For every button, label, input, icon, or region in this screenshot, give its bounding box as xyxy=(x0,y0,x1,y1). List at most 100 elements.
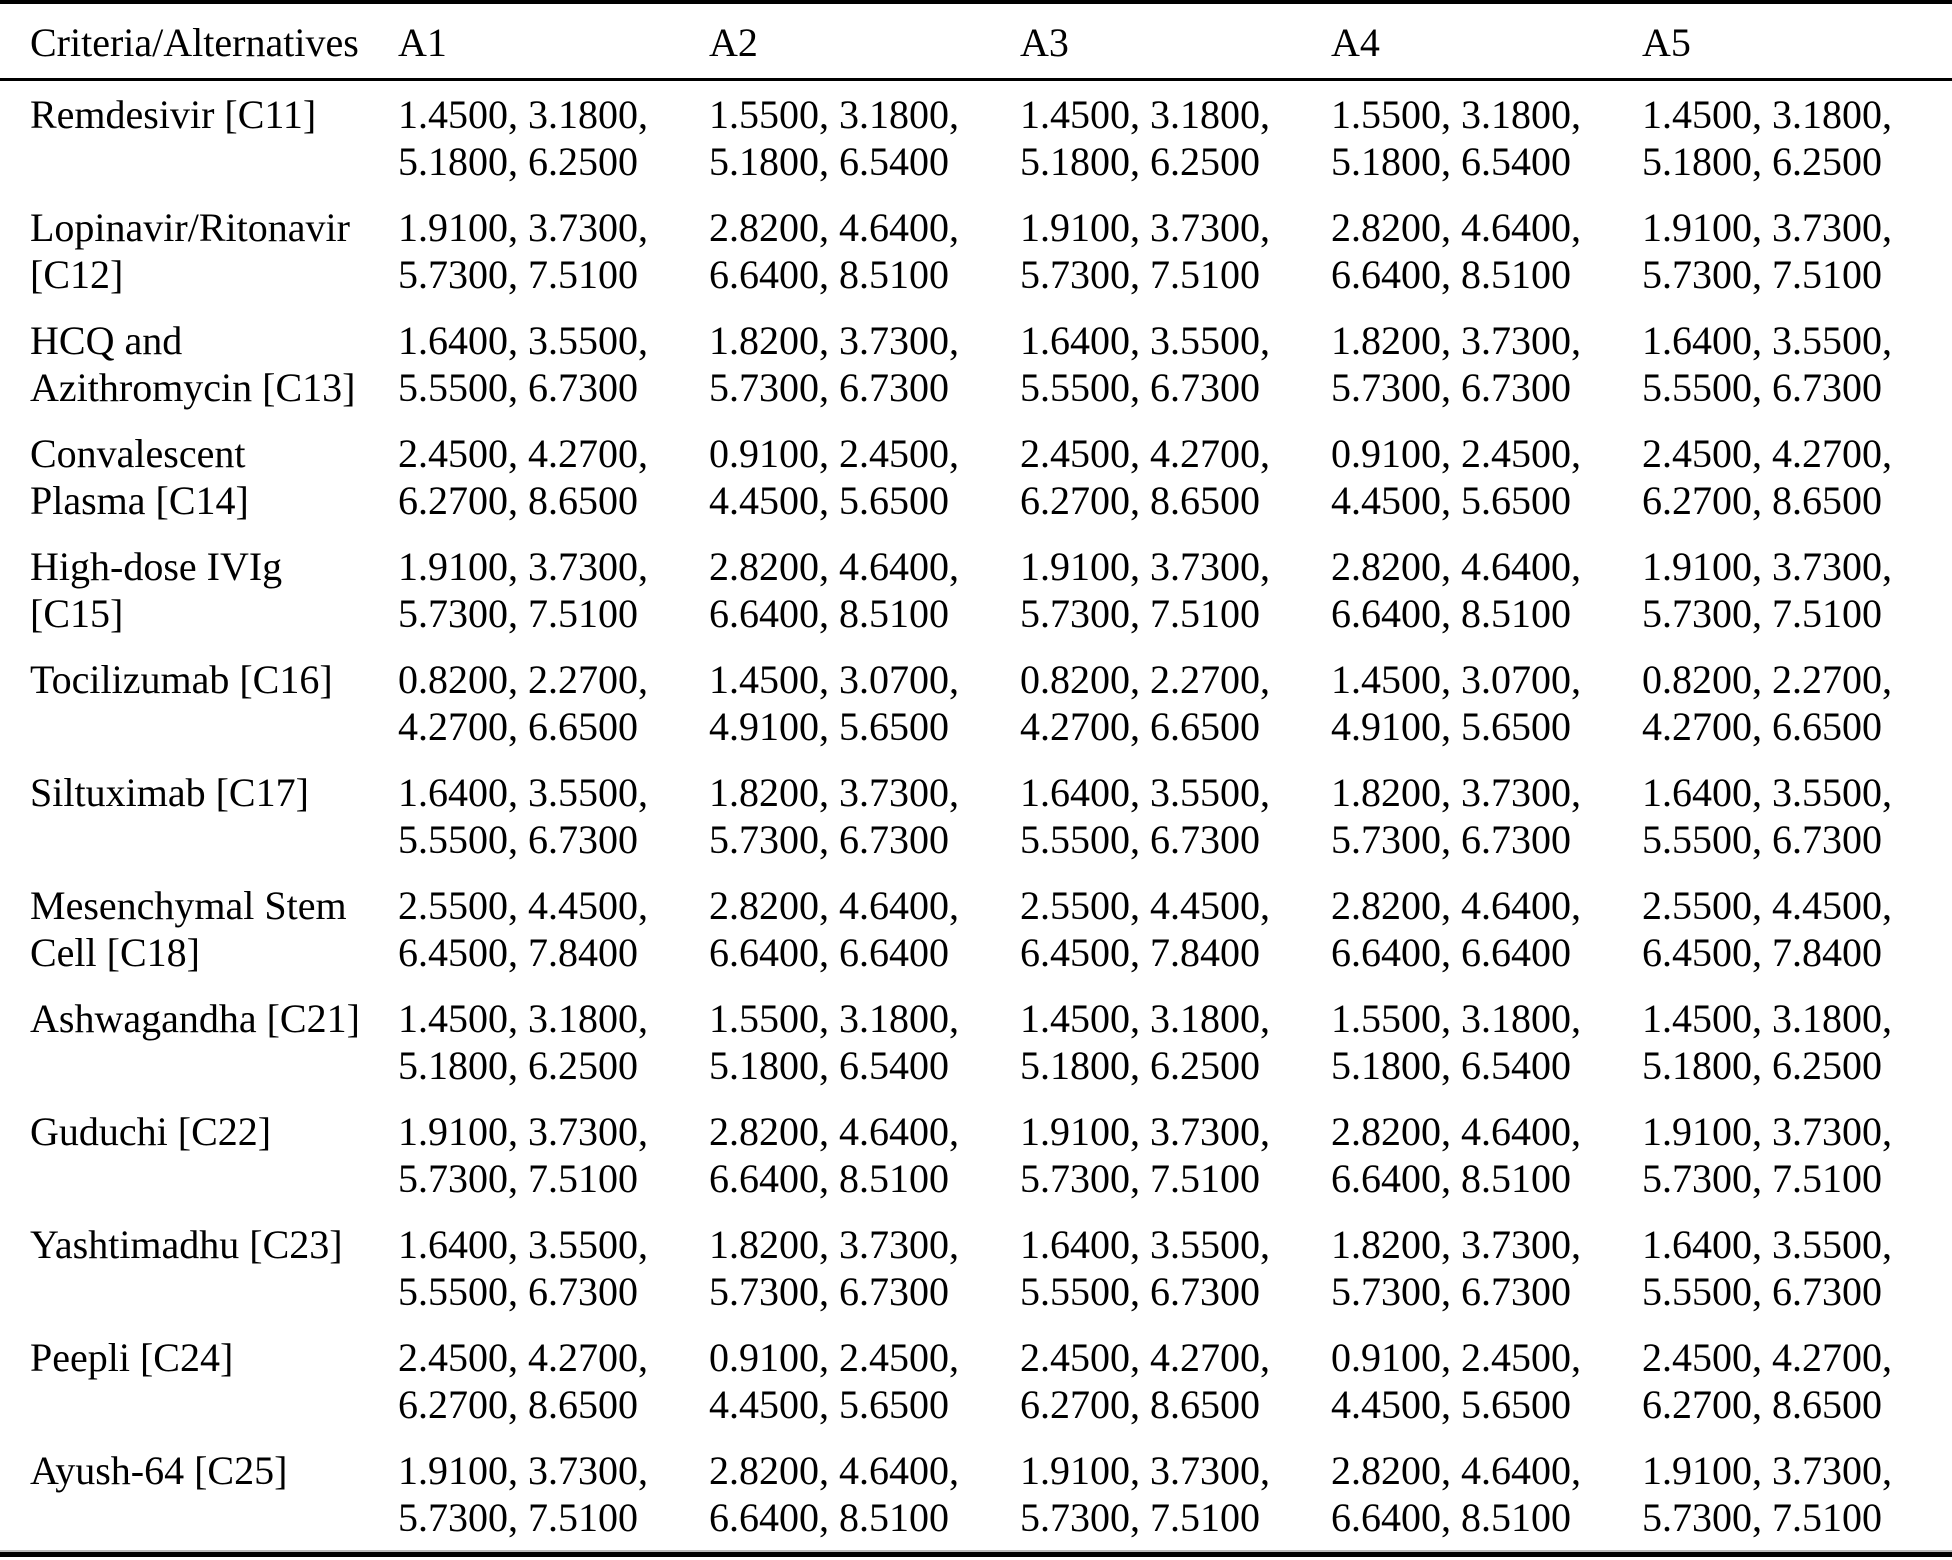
cell-a3: 2.4500, 4.2700, 6.2700, 8.6500 xyxy=(1020,431,1270,523)
bottom-rule-gray xyxy=(0,1550,1952,1552)
cell-a4: 1.4500, 3.0700, 4.9100, 5.6500 xyxy=(1331,657,1581,749)
cell-a3: 1.6400, 3.5500, 5.5500, 6.7300 xyxy=(1020,770,1270,862)
table-row: Siltuximab [C17] 1.6400, 3.5500, 5.5500, … xyxy=(0,759,1952,872)
criterion-label: Mesenchymal Stem Cell [C18] xyxy=(30,883,347,975)
table-row: Remdesivir [C11] 1.4500, 3.1800, 5.1800, … xyxy=(0,80,1952,195)
cell-a5: 2.4500, 4.2700, 6.2700, 8.6500 xyxy=(1642,431,1892,523)
cell-a4: 2.8200, 4.6400, 6.6400, 8.5100 xyxy=(1331,544,1581,636)
table-row: Peepli [C24] 2.4500, 4.2700, 6.2700, 8.65… xyxy=(0,1324,1952,1437)
cell-a5: 1.6400, 3.5500, 5.5500, 6.7300 xyxy=(1642,770,1892,862)
cell-a2: 0.9100, 2.4500, 4.4500, 5.6500 xyxy=(709,431,959,523)
cell-a5: 1.9100, 3.7300, 5.7300, 7.5100 xyxy=(1642,205,1892,297)
criterion-label: Ashwagandha [C21] xyxy=(30,996,360,1041)
cell-a4: 1.5500, 3.1800, 5.1800, 6.5400 xyxy=(1331,92,1581,184)
criterion-label: Tocilizumab [C16] xyxy=(30,657,333,702)
table-row: High-dose IVIg [C15] 1.9100, 3.7300, 5.730… xyxy=(0,533,1952,646)
cell-a5: 1.4500, 3.1800, 5.1800, 6.2500 xyxy=(1642,996,1892,1088)
cell-a4: 2.8200, 4.6400, 6.6400, 6.6400 xyxy=(1331,883,1581,975)
cell-a4: 1.8200, 3.7300, 5.7300, 6.7300 xyxy=(1331,770,1581,862)
cell-a5: 1.6400, 3.5500, 5.5500, 6.7300 xyxy=(1642,1222,1892,1314)
table-row: Convalescent Plasma [C14] 2.4500, 4.2700,… xyxy=(0,420,1952,533)
cell-a2: 1.8200, 3.7300, 5.7300, 6.7300 xyxy=(709,318,959,410)
cell-a2: 1.5500, 3.1800, 5.1800, 6.5400 xyxy=(709,92,959,184)
header-criteria-alternatives: Criteria/Alternatives xyxy=(0,2,398,81)
table-row: Lopinavir/Ritonavir [C12] 1.9100, 3.7300,… xyxy=(0,194,1952,307)
cell-a3: 2.5500, 4.4500, 6.4500, 7.8400 xyxy=(1020,883,1270,975)
cell-a2: 1.8200, 3.7300, 5.7300, 6.7300 xyxy=(709,770,959,862)
cell-a2: 2.8200, 4.6400, 6.6400, 6.6400 xyxy=(709,883,959,975)
cell-a4: 1.8200, 3.7300, 5.7300, 6.7300 xyxy=(1331,318,1581,410)
header-a4: A4 xyxy=(1331,2,1642,81)
cell-a2: 2.8200, 4.6400, 6.6400, 8.5100 xyxy=(709,544,959,636)
cell-a3: 1.9100, 3.7300, 5.7300, 7.5100 xyxy=(1020,205,1270,297)
cell-a4: 0.9100, 2.4500, 4.4500, 5.6500 xyxy=(1331,1335,1581,1427)
table-row: Tocilizumab [C16] 0.8200, 2.2700, 4.2700,… xyxy=(0,646,1952,759)
cell-a5: 1.6400, 3.5500, 5.5500, 6.7300 xyxy=(1642,318,1892,410)
cell-a1: 2.4500, 4.2700, 6.2700, 8.6500 xyxy=(398,1335,648,1427)
cell-a1: 1.9100, 3.7300, 5.7300, 7.5100 xyxy=(398,1448,648,1540)
cell-a3: 0.8200, 2.2700, 4.2700, 6.6500 xyxy=(1020,657,1270,749)
bottom-rule-black xyxy=(0,1552,1952,1557)
table-row: HCQ and Azithromycin [C13] 1.6400, 3.5500… xyxy=(0,307,1952,420)
cell-a4: 2.8200, 4.6400, 6.6400, 8.5100 xyxy=(1331,1448,1581,1540)
cell-a3: 1.6400, 3.5500, 5.5500, 6.7300 xyxy=(1020,318,1270,410)
cell-a2: 1.8200, 3.7300, 5.7300, 6.7300 xyxy=(709,1222,959,1314)
criterion-label: HCQ and Azithromycin [C13] xyxy=(30,318,356,410)
cell-a4: 2.8200, 4.6400, 6.6400, 8.5100 xyxy=(1331,1109,1581,1201)
cell-a1: 1.9100, 3.7300, 5.7300, 7.5100 xyxy=(398,1109,648,1201)
cell-a1: 1.9100, 3.7300, 5.7300, 7.5100 xyxy=(398,544,648,636)
criterion-label: Ayush-64 [C25] xyxy=(30,1448,288,1493)
criterion-label: Lopinavir/Ritonavir [C12] xyxy=(30,205,350,297)
cell-a1: 2.4500, 4.2700, 6.2700, 8.6500 xyxy=(398,431,648,523)
cell-a5: 2.5500, 4.4500, 6.4500, 7.8400 xyxy=(1642,883,1892,975)
criterion-label: Convalescent Plasma [C14] xyxy=(30,431,249,523)
table-row: Mesenchymal Stem Cell [C18] 2.5500, 4.450… xyxy=(0,872,1952,985)
cell-a1: 1.6400, 3.5500, 5.5500, 6.7300 xyxy=(398,1222,648,1314)
cell-a1: 1.4500, 3.1800, 5.1800, 6.2500 xyxy=(398,92,648,184)
cell-a2: 2.8200, 4.6400, 6.6400, 8.5100 xyxy=(709,1448,959,1540)
cell-a3: 1.6400, 3.5500, 5.5500, 6.7300 xyxy=(1020,1222,1270,1314)
cell-a5: 1.9100, 3.7300, 5.7300, 7.5100 xyxy=(1642,1109,1892,1201)
criterion-label: Peepli [C24] xyxy=(30,1335,234,1380)
criterion-label: High-dose IVIg [C15] xyxy=(30,544,283,636)
header-a5: A5 xyxy=(1642,2,1952,81)
cell-a1: 1.9100, 3.7300, 5.7300, 7.5100 xyxy=(398,205,648,297)
table-row: Ayush-64 [C25] 1.9100, 3.7300, 5.7300, 7.… xyxy=(0,1437,1952,1550)
header-a1: A1 xyxy=(398,2,709,81)
cell-a3: 1.4500, 3.1800, 5.1800, 6.2500 xyxy=(1020,92,1270,184)
criterion-label: Guduchi [C22] xyxy=(30,1109,272,1154)
criterion-label: Yashtimadhu [C23] xyxy=(30,1222,343,1267)
cell-a4: 1.5500, 3.1800, 5.1800, 6.5400 xyxy=(1331,996,1581,1088)
cell-a3: 1.9100, 3.7300, 5.7300, 7.5100 xyxy=(1020,1109,1270,1201)
cell-a2: 0.9100, 2.4500, 4.4500, 5.6500 xyxy=(709,1335,959,1427)
cell-a2: 2.8200, 4.6400, 6.6400, 8.5100 xyxy=(709,1109,959,1201)
cell-a4: 2.8200, 4.6400, 6.6400, 8.5100 xyxy=(1331,205,1581,297)
cell-a3: 1.4500, 3.1800, 5.1800, 6.2500 xyxy=(1020,996,1270,1088)
cell-a1: 2.5500, 4.4500, 6.4500, 7.8400 xyxy=(398,883,648,975)
cell-a1: 1.6400, 3.5500, 5.5500, 6.7300 xyxy=(398,318,648,410)
cell-a5: 0.8200, 2.2700, 4.2700, 6.6500 xyxy=(1642,657,1892,749)
cell-a1: 1.6400, 3.5500, 5.5500, 6.7300 xyxy=(398,770,648,862)
header-a2: A2 xyxy=(709,2,1020,81)
cell-a5: 1.9100, 3.7300, 5.7300, 7.5100 xyxy=(1642,544,1892,636)
cell-a3: 1.9100, 3.7300, 5.7300, 7.5100 xyxy=(1020,544,1270,636)
cell-a2: 1.5500, 3.1800, 5.1800, 6.5400 xyxy=(709,996,959,1088)
cell-a2: 1.4500, 3.0700, 4.9100, 5.6500 xyxy=(709,657,959,749)
cell-a3: 2.4500, 4.2700, 6.2700, 8.6500 xyxy=(1020,1335,1270,1427)
header-a3: A3 xyxy=(1020,2,1331,81)
cell-a3: 1.9100, 3.7300, 5.7300, 7.5100 xyxy=(1020,1448,1270,1540)
cell-a4: 0.9100, 2.4500, 4.4500, 5.6500 xyxy=(1331,431,1581,523)
criterion-label: Remdesivir [C11] xyxy=(30,92,317,137)
table-row: Ashwagandha [C21] 1.4500, 3.1800, 5.1800,… xyxy=(0,985,1952,1098)
cell-a1: 0.8200, 2.2700, 4.2700, 6.6500 xyxy=(398,657,648,749)
header-row: Criteria/Alternatives A1 A2 A3 A4 A5 xyxy=(0,2,1952,81)
cell-a5: 2.4500, 4.2700, 6.2700, 8.6500 xyxy=(1642,1335,1892,1427)
table-row: Guduchi [C22] 1.9100, 3.7300, 5.7300, 7.5… xyxy=(0,1098,1952,1211)
criterion-label: Siltuximab [C17] xyxy=(30,770,309,815)
cell-a5: 1.9100, 3.7300, 5.7300, 7.5100 xyxy=(1642,1448,1892,1540)
cell-a5: 1.4500, 3.1800, 5.1800, 6.2500 xyxy=(1642,92,1892,184)
cell-a1: 1.4500, 3.1800, 5.1800, 6.2500 xyxy=(398,996,648,1088)
table-row: Yashtimadhu [C23] 1.6400, 3.5500, 5.5500,… xyxy=(0,1211,1952,1324)
